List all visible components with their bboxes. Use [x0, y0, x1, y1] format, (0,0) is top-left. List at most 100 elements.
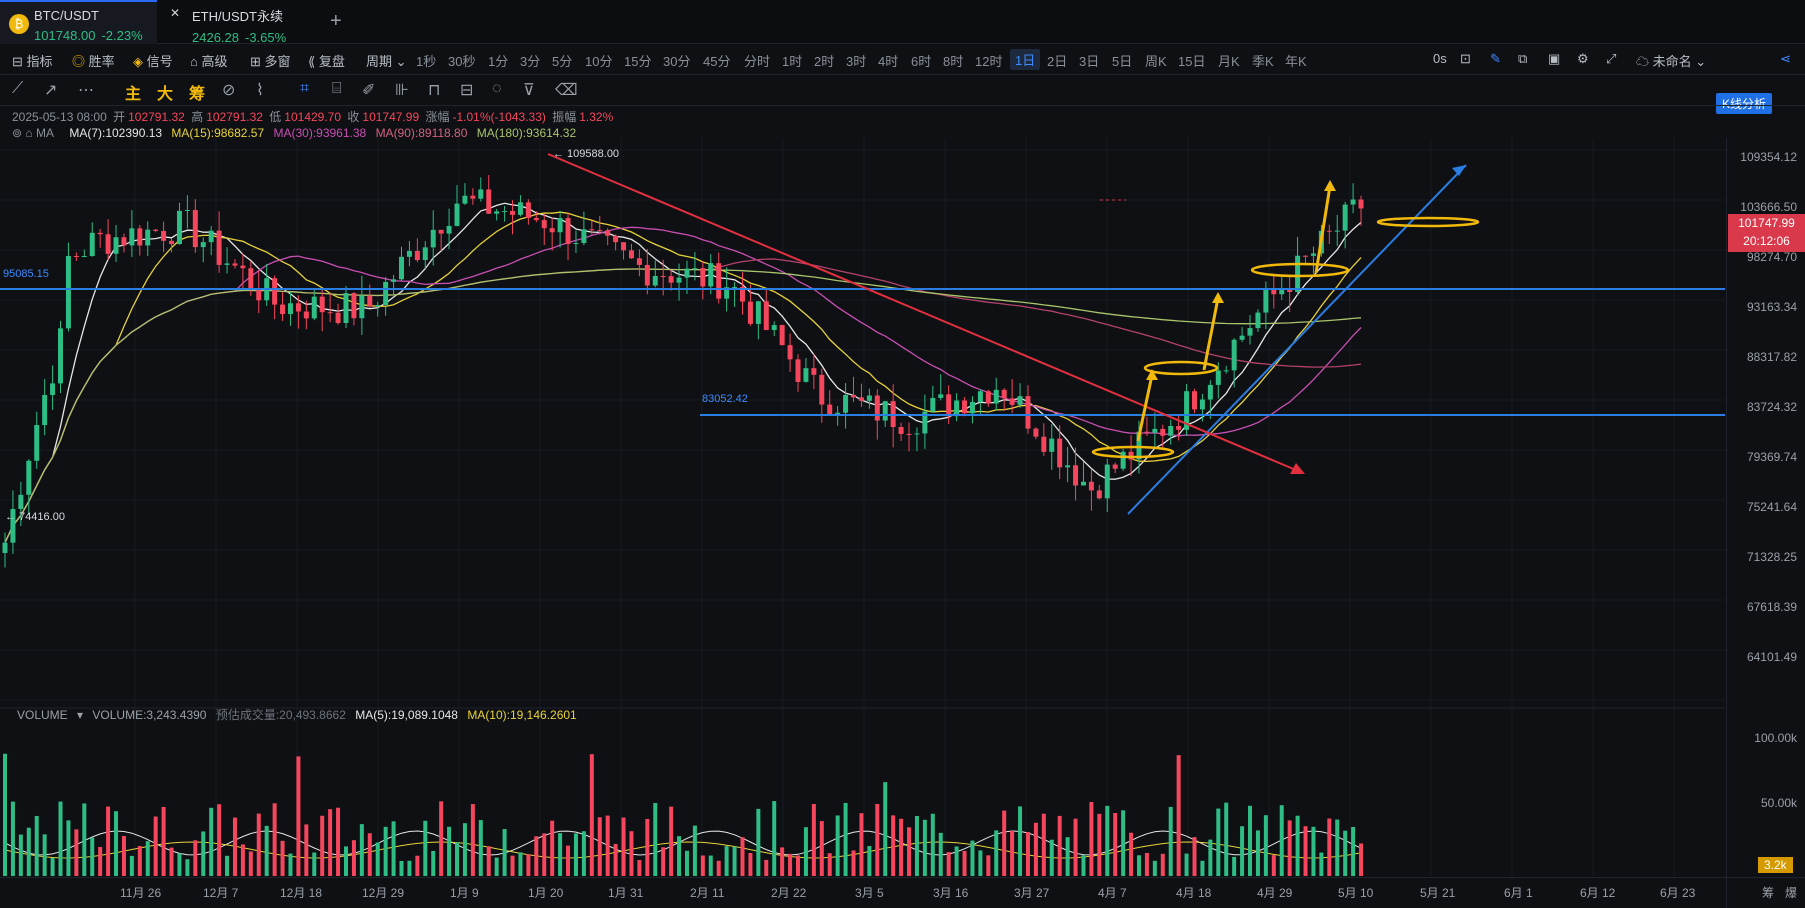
signal-button[interactable]: ◈ 信号 [133, 54, 173, 69]
fullscreen-icon[interactable]: ⤢ [1606, 51, 1617, 66]
highlight-ellipse [1250, 262, 1350, 278]
more-tools-icon[interactable]: ⋯ [78, 82, 94, 99]
lock-icon[interactable]: ⊓ [428, 82, 441, 99]
period-timeshare[interactable]: 分时 [744, 54, 771, 69]
period-3h[interactable]: 3时 [846, 54, 867, 69]
candlestick-chart[interactable]: ← 109588.00 ← 74416.00 95085.15 83052.42 [0, 138, 1725, 908]
volume-bar [677, 836, 682, 876]
layout-name-dropdown[interactable]: ☁ 未命名 ⌄ [1636, 54, 1707, 69]
ma7-line [4, 202, 1362, 543]
period-week[interactable]: 周K [1145, 54, 1167, 69]
period-12h[interactable]: 12时 [975, 54, 1003, 69]
replay-button[interactable]: ⟪ 复盘 [308, 54, 345, 69]
period-1m[interactable]: 1分 [488, 54, 509, 69]
ruler-icon[interactable]: ⌸ [332, 80, 342, 97]
add-tab-icon[interactable]: + [330, 10, 342, 32]
edit-icon[interactable]: ⊟ [460, 82, 474, 99]
popout-icon[interactable]: ⧉ [1518, 51, 1528, 66]
pen-icon[interactable]: ✎ [1490, 51, 1501, 66]
winrate-button[interactable]: ◎ 胜率 [72, 54, 115, 69]
line-tool-icon[interactable]: ⟋ [12, 80, 24, 97]
pattern-tool-icon[interactable]: ⊪ [395, 82, 409, 99]
candle [470, 195, 476, 199]
magnet-icon[interactable]: ⌗ [300, 80, 310, 97]
candle [1104, 464, 1110, 499]
chip-toggle-bottom[interactable]: 筹 [1762, 886, 1775, 900]
liquidation-toggle[interactable]: 爆 [1785, 886, 1798, 900]
volume-bar [1136, 855, 1141, 876]
brush-tool-icon[interactable]: ⌇ [256, 82, 264, 99]
filter-icon[interactable]: ⊽ [523, 82, 535, 99]
multi-window-button[interactable]: ⊞ 多窗 [250, 54, 291, 69]
momentum-arrow [1314, 185, 1332, 274]
camera-icon[interactable]: ⊡ [1460, 51, 1471, 66]
period-6h[interactable]: 6时 [911, 54, 932, 69]
volume-bar [114, 811, 119, 876]
kline-analysis-button[interactable]: K线分析 [1716, 93, 1773, 114]
indicator-tool-icon[interactable]: ⊘ [222, 82, 236, 99]
period-3d[interactable]: 3日 [1079, 54, 1100, 69]
trash-icon[interactable]: ⌫ [555, 82, 578, 99]
date-axis[interactable]: 11月 26 12月 7 12月 18 12月 29 1月 9 1月 20 1月… [0, 877, 1805, 904]
period-3m[interactable]: 3分 [520, 54, 541, 69]
period-2d[interactable]: 2日 [1047, 54, 1068, 69]
advanced-button[interactable]: ⌂ 高级 [190, 54, 228, 69]
ma-label[interactable]: ⊚ ⌂ MA [12, 126, 54, 140]
volume-bar [1232, 856, 1237, 876]
period-15d[interactable]: 15日 [1178, 54, 1206, 69]
period-5m[interactable]: 5分 [552, 54, 573, 69]
pencil-tool-icon[interactable]: ✐ [362, 82, 376, 99]
period-4h[interactable]: 4时 [878, 54, 899, 69]
ray-tool-icon[interactable]: ↗ [44, 82, 58, 99]
downtrend-arrowhead [1290, 463, 1305, 474]
candle [597, 230, 603, 232]
period-1d[interactable]: 1日 [1010, 49, 1041, 70]
volume-bar [34, 815, 39, 876]
volume-bar [343, 846, 348, 876]
volume-bar [669, 806, 674, 876]
period-quarter[interactable]: 季K [1252, 54, 1274, 69]
big-order-toggle[interactable]: 大 [157, 86, 174, 103]
chip-toggle[interactable]: 筹 [189, 86, 206, 103]
period-1s[interactable]: 1秒 [416, 54, 437, 69]
period-month[interactable]: 月K [1218, 54, 1240, 69]
layout-icon[interactable]: ▣ [1548, 51, 1561, 66]
eye-icon[interactable]: ◌ [492, 80, 502, 97]
candle [367, 295, 373, 307]
ma7-value: MA(7):102390.13 [69, 126, 163, 140]
candle [1207, 384, 1213, 400]
price-axis[interactable]: 109354.12 103666.50 98274.70 93163.34 88… [1726, 138, 1805, 908]
period-8h[interactable]: 8时 [943, 54, 964, 69]
period-45m[interactable]: 45分 [703, 54, 731, 69]
period-year[interactable]: 年K [1285, 54, 1307, 69]
volume-legend: VOLUME ▾ VOLUME:3,243.4390 预估成交量:20,493.… [17, 706, 583, 723]
settings-gear-icon[interactable]: ⚙ [1577, 51, 1589, 66]
candle [311, 296, 317, 319]
candle [1176, 425, 1182, 430]
tab-btc-usdt[interactable]: ₿ BTC/USDT 101748.00 -2.23% [0, 0, 157, 44]
vol-ma10-line [4, 841, 1362, 859]
volume-bar [240, 844, 245, 876]
period-15m[interactable]: 15分 [624, 54, 652, 69]
close-x-icon[interactable]: ✕ [170, 6, 181, 20]
volume-bar [859, 813, 864, 876]
volume-bar [764, 859, 769, 876]
volume-bar [613, 843, 618, 876]
period-10m[interactable]: 10分 [585, 54, 613, 69]
period-30m[interactable]: 30分 [663, 54, 691, 69]
period-2h[interactable]: 2时 [814, 54, 835, 69]
ohlc-date: 2025-05-13 08:00 [12, 110, 107, 124]
volume-bar [700, 855, 705, 876]
period-30s[interactable]: 30秒 [448, 54, 476, 69]
price-tick: 93163.34 [1746, 300, 1797, 314]
share-icon[interactable]: ⋖ [1780, 51, 1791, 66]
ohlc-low: 101429.70 [284, 110, 342, 124]
volume-bar [74, 829, 79, 876]
period-5d[interactable]: 5日 [1112, 54, 1133, 69]
main-chart-toggle[interactable]: 主 [125, 86, 142, 103]
volume-label[interactable]: VOLUME ▾ [17, 708, 84, 722]
period-dropdown[interactable]: 周期 ⌄ [366, 54, 407, 69]
indicator-button[interactable]: ⊟ 指标 [12, 54, 53, 69]
period-1h[interactable]: 1时 [782, 54, 803, 69]
tab-eth-usdt[interactable]: ✕ ETH/USDT永续 2426.28 -3.65% [158, 0, 323, 45]
